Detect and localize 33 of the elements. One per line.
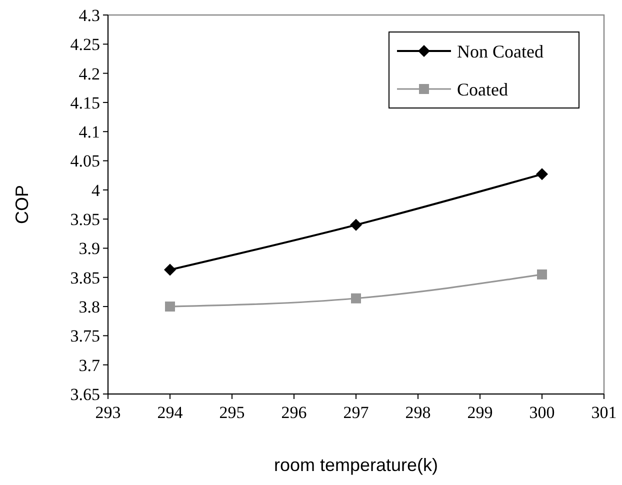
x-tick-label: 300 [529, 403, 555, 422]
x-tick-label: 296 [281, 403, 307, 422]
y-tick-label: 3.75 [70, 326, 100, 346]
y-axis-title: COP [12, 184, 32, 224]
point [350, 218, 362, 231]
y-tick-label: 4 [92, 180, 100, 200]
x-tick-label: 295 [219, 403, 245, 422]
y-tick-label: 3.85 [70, 268, 100, 288]
x-tick-label: 293 [95, 403, 121, 422]
point [351, 293, 361, 304]
x-tick-label: 301 [591, 403, 617, 422]
y-tick-label: 4.1 [78, 122, 100, 142]
x-axis-title: room temperature(k) [274, 455, 438, 475]
y-tick-label: 4.3 [78, 6, 100, 25]
y-tick-label: 4.05 [70, 152, 100, 171]
point [164, 264, 176, 276]
point [537, 269, 547, 280]
point [165, 302, 175, 312]
legend-label: Non Coated [457, 41, 544, 62]
point [536, 168, 548, 180]
y-tick-label: 4.25 [70, 35, 100, 54]
x-tick-label: 294 [157, 403, 184, 422]
y-tick-label: 3.65 [70, 384, 100, 404]
y-tick-label: 3.7 [78, 356, 100, 375]
x-tick-label: 299 [467, 403, 493, 422]
x-tick-label: 298 [405, 403, 431, 422]
y-tick-label: 3.8 [78, 297, 100, 316]
y-tick-label: 4.2 [78, 64, 100, 84]
y-tick-label: 4.15 [70, 93, 100, 112]
y-tick-label: 3.9 [78, 239, 100, 258]
x-tick-label: 297 [343, 403, 370, 422]
legend-label: Coated [457, 79, 508, 100]
y-tick-label: 3.95 [70, 210, 100, 230]
